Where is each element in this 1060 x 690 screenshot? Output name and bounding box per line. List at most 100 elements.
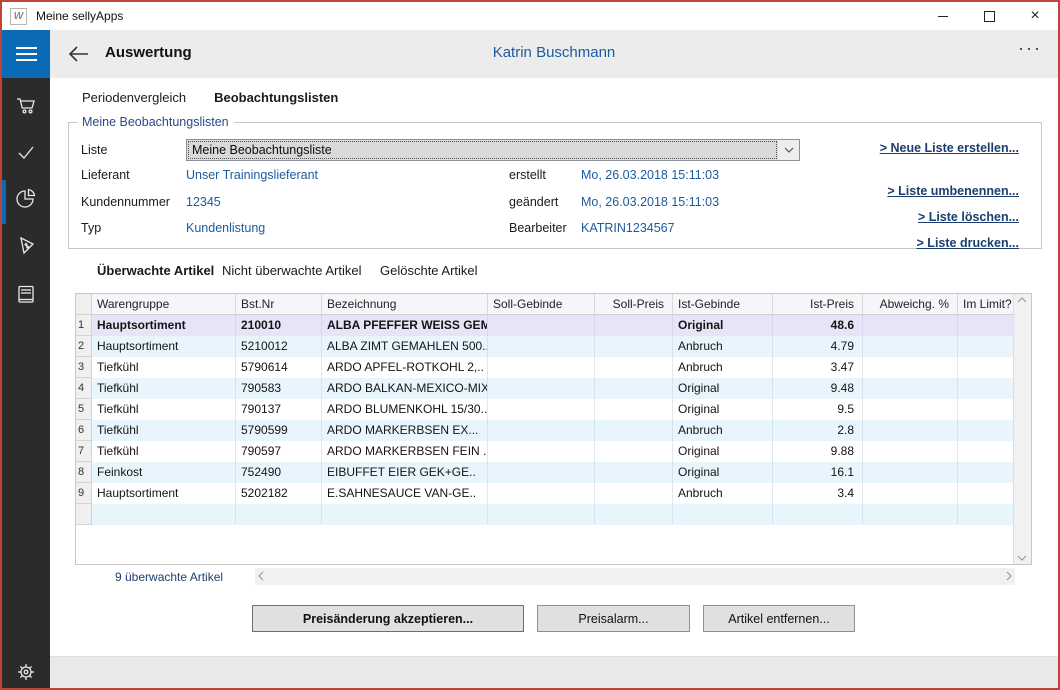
sidebar-item-cart[interactable] xyxy=(14,93,38,117)
geaendert-label: geändert xyxy=(509,195,558,209)
cell-ist_gebinde: Original xyxy=(673,462,773,483)
table-row[interactable]: 3Tiefkühl5790614ARDO APFEL-ROTKOHL 2,..A… xyxy=(76,357,1014,378)
typ-label: Typ xyxy=(81,221,101,235)
scroll-down-icon[interactable] xyxy=(1017,555,1027,561)
scroll-up-icon[interactable] xyxy=(1017,297,1027,303)
kundennummer-value: 12345 xyxy=(186,195,221,209)
cell-ist_gebinde: Anbruch xyxy=(673,420,773,441)
table-header: WarengruppeBst.NrBezeichnungSoll-Gebinde… xyxy=(76,294,1014,315)
cell-ist_preis xyxy=(773,504,863,525)
hamburger-menu-button[interactable] xyxy=(2,30,50,78)
preisalarm-button[interactable]: Preisalarm... xyxy=(537,605,690,632)
tab-periodenvergleich[interactable]: Periodenvergleich xyxy=(82,90,186,105)
vertical-scrollbar[interactable] xyxy=(1013,294,1031,564)
sidebar-item-auswertung[interactable] xyxy=(14,186,38,210)
horizontal-scrollbar[interactable] xyxy=(255,568,1015,585)
sidebar-item-tasks[interactable] xyxy=(14,140,38,164)
panel-title: Meine Beobachtungslisten xyxy=(77,115,234,129)
cell-ist_gebinde: Original xyxy=(673,399,773,420)
back-button[interactable] xyxy=(66,42,92,66)
geaendert-value: Mo, 26.03.2018 15:11:03 xyxy=(581,195,719,209)
cell-soll_preis xyxy=(595,483,673,504)
tab-geloeschte-artikel[interactable]: Gelöschte Artikel xyxy=(380,263,478,278)
book-icon xyxy=(14,282,38,306)
hamburger-icon xyxy=(16,47,37,49)
cell-im_limit xyxy=(958,441,1014,462)
cell-soll_gebinde xyxy=(488,399,595,420)
cell-bezeichnung xyxy=(322,504,488,525)
table-row[interactable]: 8Feinkost752490EIBUFFET EIER GEK+GE..Ori… xyxy=(76,462,1014,483)
artikel-entfernen-button[interactable]: Artikel entfernen... xyxy=(703,605,855,632)
liste-dropdown[interactable]: Meine Beobachtungsliste xyxy=(186,139,800,161)
sidebar-item-settings[interactable] xyxy=(14,660,38,684)
cell-ist_preis: 4.79 xyxy=(773,336,863,357)
column-header-soll_gebinde[interactable]: Soll-Gebinde xyxy=(488,294,595,315)
link-liste-umbenennen[interactable]: > Liste umbenennen... xyxy=(887,184,1019,198)
sidebar-item-katalog[interactable] xyxy=(14,282,38,306)
cell-abweichg xyxy=(863,336,958,357)
link-neue-liste-erstellen[interactable]: > Neue Liste erstellen... xyxy=(880,141,1019,155)
table-row[interactable]: 6Tiefkühl5790599ARDO MARKERBSEN EX...Anb… xyxy=(76,420,1014,441)
cell-soll_gebinde xyxy=(488,378,595,399)
lieferant-value: Unser Trainingslieferant xyxy=(186,168,318,182)
close-button[interactable]: × xyxy=(1012,2,1058,30)
link-liste-drucken[interactable]: > Liste drucken... xyxy=(917,236,1019,250)
status-text: 9 überwachte Artikel xyxy=(115,570,223,584)
cell-soll_gebinde xyxy=(488,483,595,504)
cell-abweichg xyxy=(863,378,958,399)
cell-bstnr: 5202182 xyxy=(236,483,322,504)
cell-bezeichnung: ARDO MARKERBSEN FEIN .. xyxy=(322,441,488,462)
minimize-button[interactable] xyxy=(920,2,966,30)
tab-nicht-ueberwachte-artikel[interactable]: Nicht überwachte Artikel xyxy=(222,263,361,278)
minimize-icon xyxy=(938,16,948,17)
scroll-left-icon[interactable] xyxy=(258,571,264,581)
link-liste-loeschen[interactable]: > Liste löschen... xyxy=(918,210,1019,224)
column-header-soll_preis[interactable]: Soll-Preis xyxy=(595,294,673,315)
column-header-abweichg[interactable]: Abweichg. % xyxy=(863,294,958,315)
checkmark-icon xyxy=(14,140,38,164)
liste-dropdown-button[interactable] xyxy=(778,140,799,160)
maximize-icon xyxy=(984,11,995,22)
sidebar-item-preise[interactable] xyxy=(14,234,38,258)
cell-soll_gebinde xyxy=(488,420,595,441)
cell-soll_gebinde xyxy=(488,357,595,378)
table-row[interactable]: 4Tiefkühl790583ARDO BALKAN-MEXICO-MIX..O… xyxy=(76,378,1014,399)
column-header-ist_preis[interactable]: Ist-Preis xyxy=(773,294,863,315)
table-row[interactable]: 5Tiefkühl790137ARDO BLUMENKOHL 15/30..Or… xyxy=(76,399,1014,420)
column-header-bstnr[interactable]: Bst.Nr xyxy=(236,294,322,315)
cell-warengruppe: Tiefkühl xyxy=(92,399,236,420)
scroll-right-icon[interactable] xyxy=(1006,571,1012,581)
window-title: Meine sellyApps xyxy=(36,9,123,23)
cell-im_limit xyxy=(958,504,1014,525)
tab-beobachtungslisten[interactable]: Beobachtungslisten xyxy=(214,90,338,105)
user-name[interactable]: Katrin Buschmann xyxy=(493,44,616,61)
cell-bstnr: 752490 xyxy=(236,462,322,483)
kundennummer-label: Kundennummer xyxy=(81,195,170,209)
cell-warengruppe: Tiefkühl xyxy=(92,357,236,378)
table-row[interactable] xyxy=(76,504,1014,525)
cell-ist_gebinde: Anbruch xyxy=(673,357,773,378)
column-header-im_limit[interactable]: Im Limit? xyxy=(958,294,1014,315)
cell-soll_preis xyxy=(595,357,673,378)
cell-bstnr: 790597 xyxy=(236,441,322,462)
row-number: 1 xyxy=(76,315,92,336)
table-row[interactable]: 2Hauptsortiment5210012ALBA ZIMT GEMAHLEN… xyxy=(76,336,1014,357)
row-number xyxy=(76,504,92,525)
column-header-bezeichnung[interactable]: Bezeichnung xyxy=(322,294,488,315)
cell-ist_preis: 9.88 xyxy=(773,441,863,462)
cell-warengruppe: Hauptsortiment xyxy=(92,315,236,336)
page-header: Auswertung Katrin Buschmann ··· xyxy=(50,30,1058,78)
table-row[interactable]: 9Hauptsortiment5202182E.SAHNESAUCE VAN-G… xyxy=(76,483,1014,504)
table-row[interactable]: 1Hauptsortiment210010ALBA PFEFFER WEISS … xyxy=(76,315,1014,336)
maximize-button[interactable] xyxy=(966,2,1012,30)
cell-soll_preis xyxy=(595,462,673,483)
cell-soll_preis xyxy=(595,315,673,336)
table-row[interactable]: 7Tiefkühl790597ARDO MARKERBSEN FEIN ..Or… xyxy=(76,441,1014,462)
more-options-button[interactable]: ··· xyxy=(1018,38,1042,59)
column-header-warengruppe[interactable]: Warengruppe xyxy=(92,294,236,315)
cell-bezeichnung: ARDO APFEL-ROTKOHL 2,.. xyxy=(322,357,488,378)
tab-ueberwachte-artikel[interactable]: Überwachte Artikel xyxy=(97,263,214,278)
row-number: 2 xyxy=(76,336,92,357)
column-header-ist_gebinde[interactable]: Ist-Gebinde xyxy=(673,294,773,315)
preisaenderung-akzeptieren-button[interactable]: Preisänderung akzeptieren... xyxy=(252,605,524,632)
